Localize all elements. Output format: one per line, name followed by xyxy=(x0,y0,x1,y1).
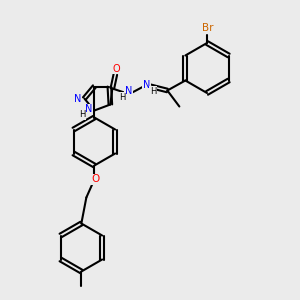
Text: O: O xyxy=(112,64,120,74)
Text: O: O xyxy=(91,175,100,184)
Text: H: H xyxy=(150,87,157,96)
Text: N: N xyxy=(85,104,92,115)
Text: Br: Br xyxy=(202,23,214,33)
Text: N: N xyxy=(143,80,150,89)
Text: N: N xyxy=(125,86,132,97)
Text: H: H xyxy=(79,110,85,119)
Text: N: N xyxy=(74,94,81,103)
Text: H: H xyxy=(119,93,125,102)
